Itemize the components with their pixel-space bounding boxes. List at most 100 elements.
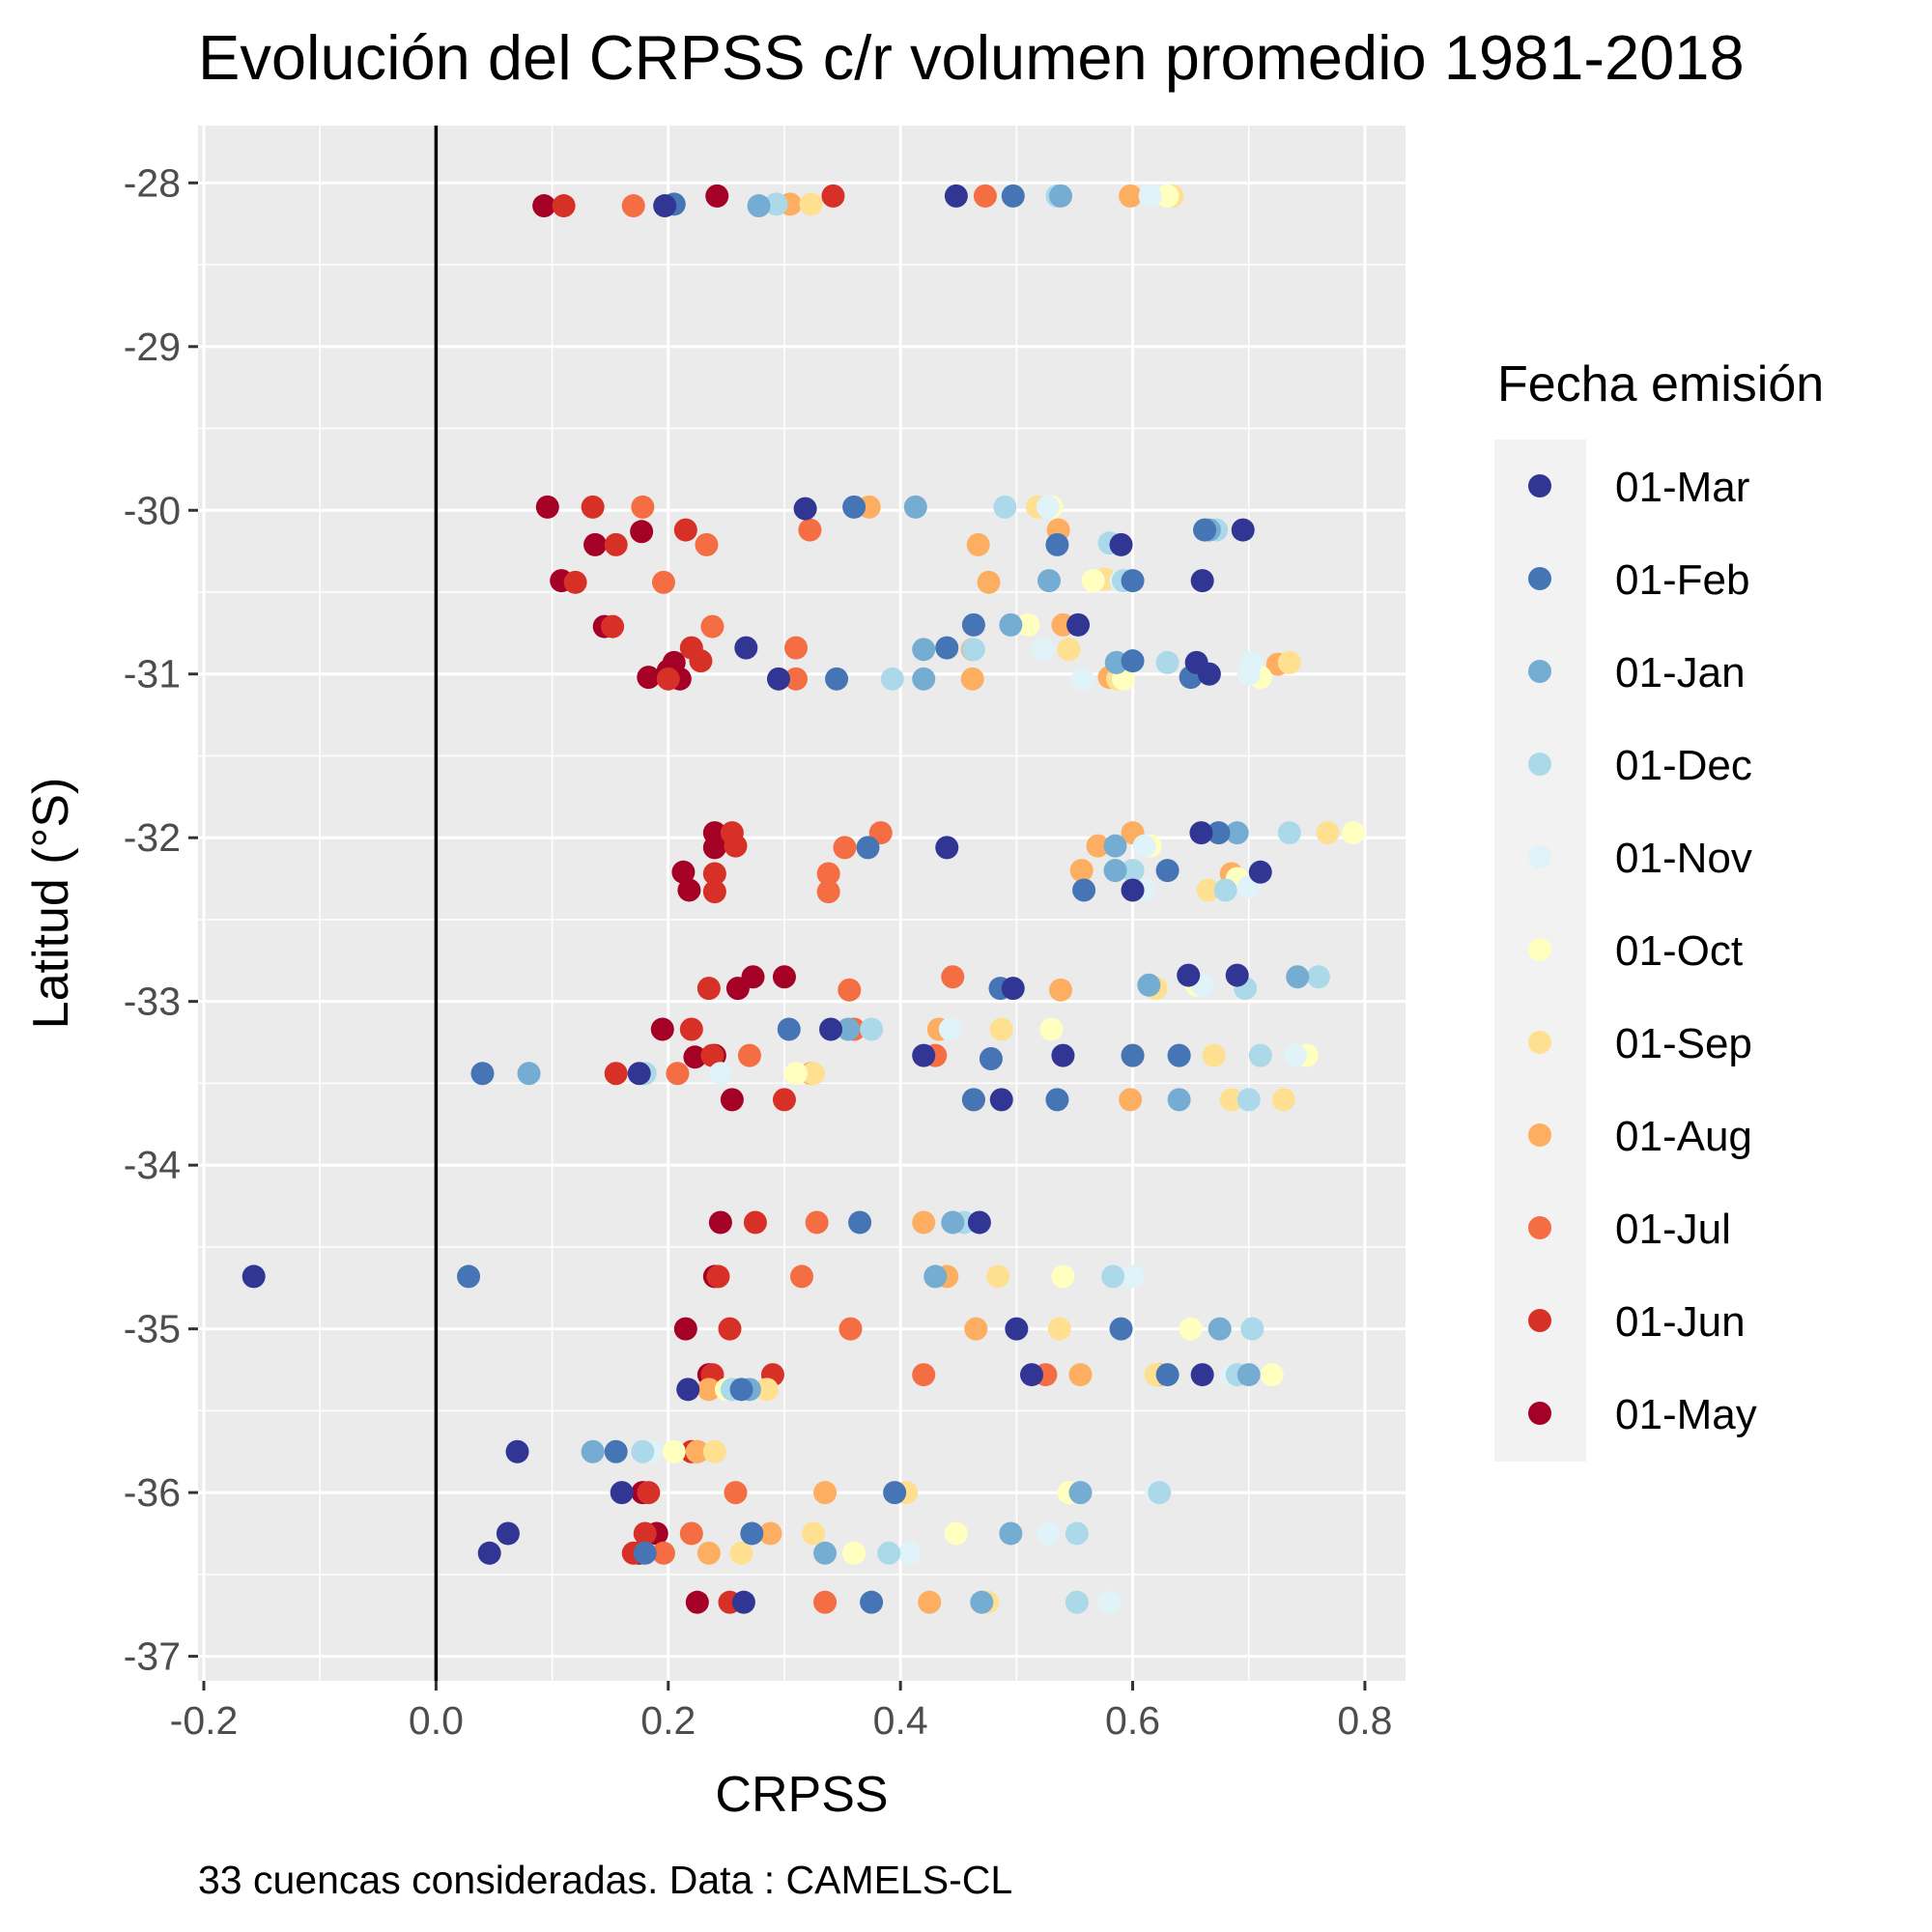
data-point [764,192,788,216]
data-point [650,1017,674,1041]
data-point [1316,821,1340,845]
data-point [1213,878,1237,902]
y-tick-label: -36 [124,1470,181,1515]
data-point [743,1210,767,1235]
data-point [960,667,984,691]
data-point [816,862,840,886]
y-tick-label: -31 [124,652,181,696]
data-point [718,1317,742,1341]
data-point [695,532,719,556]
legend-marker [1528,938,1551,961]
data-point [1137,973,1161,997]
y-tick-label: -34 [124,1143,181,1187]
data-point [470,1062,495,1086]
plot-panel [198,126,1406,1681]
legend-marker [1528,1216,1551,1239]
legend-marker [1528,1402,1551,1425]
data-point [696,1541,721,1565]
y-tick-label: -28 [124,160,181,205]
data-point [961,1088,985,1112]
data-point [938,1017,962,1041]
data-point [1121,1043,1145,1067]
legend-label: 01-Jul [1615,1206,1731,1253]
data-point [1155,184,1179,208]
major-gridlines [198,126,1406,1681]
data-point [1248,1043,1272,1067]
data-point [1001,184,1025,208]
legend-label: 01-Dec [1615,742,1752,789]
data-point [1286,965,1310,989]
data-point [673,518,697,542]
data-point [653,194,677,218]
data-point [705,184,729,208]
data-point [986,1264,1010,1289]
data-point [860,1590,884,1614]
data-point [563,570,587,594]
data-point [581,495,605,519]
data-point [897,1541,922,1565]
data-point [517,1062,541,1086]
data-point [964,1317,988,1341]
data-point [783,667,808,691]
data-point [1138,184,1162,208]
data-point [1101,1264,1125,1289]
data-point [903,495,927,519]
data-point [912,1210,936,1235]
data-point [1070,667,1094,691]
y-tick-label: -29 [124,325,181,369]
data-point [1036,1521,1060,1546]
data-point [1103,859,1127,883]
legend-label: 01-Mar [1615,464,1749,511]
data-point [838,1317,863,1341]
data-point [838,978,862,1002]
legend-items: 01-Mar 01-Feb 01-Jan 01-Dec 01-Nov 01-Oct 01-S… [1528,464,1757,1438]
legend-marker [1528,1309,1551,1332]
data-point [783,636,808,660]
data-point [685,1590,709,1614]
data-point [825,667,849,691]
legend-marker [1528,845,1551,868]
data-point [729,1541,753,1565]
data-point [637,1481,661,1505]
data-point [1190,569,1214,593]
data-point [731,1590,755,1614]
caption: 33 cuencas consideradas. Data : CAMELS-C… [198,1858,1012,1902]
x-axis: -0.2 0.0 0.2 0.4 0.6 0.8 [170,1681,1392,1743]
data-point [1121,1264,1145,1289]
data-point [772,965,796,989]
data-point [912,1043,936,1067]
data-point [477,1541,501,1565]
data-point [633,1521,657,1546]
data-point [1069,859,1094,883]
data-point [666,1062,690,1086]
data-point [1049,184,1073,208]
data-point [993,495,1017,519]
data-point [1132,834,1156,858]
data-point [1148,1481,1172,1505]
data-point [799,192,823,216]
data-point [1036,495,1060,519]
data-point [1167,1043,1191,1067]
data-point [1019,1363,1043,1387]
data-point [816,880,840,904]
data-point [702,1439,726,1463]
data-point [970,1590,994,1614]
data-point [683,1045,707,1069]
y-tick-label: -30 [124,488,181,532]
data-point [860,1017,884,1041]
data-point [1045,1088,1069,1112]
data-point [702,862,726,886]
data-point [633,1541,657,1565]
data-point [631,495,655,519]
data-point [1202,1043,1226,1067]
data-point [1260,1363,1284,1387]
x-tick-label: 0.2 [640,1698,696,1743]
data-point [637,666,661,690]
data-point [1039,1017,1064,1041]
data-point [604,1439,628,1463]
data-point [552,194,576,218]
data-point [1225,963,1249,987]
data-point [813,1590,838,1614]
data-point [1121,649,1145,673]
